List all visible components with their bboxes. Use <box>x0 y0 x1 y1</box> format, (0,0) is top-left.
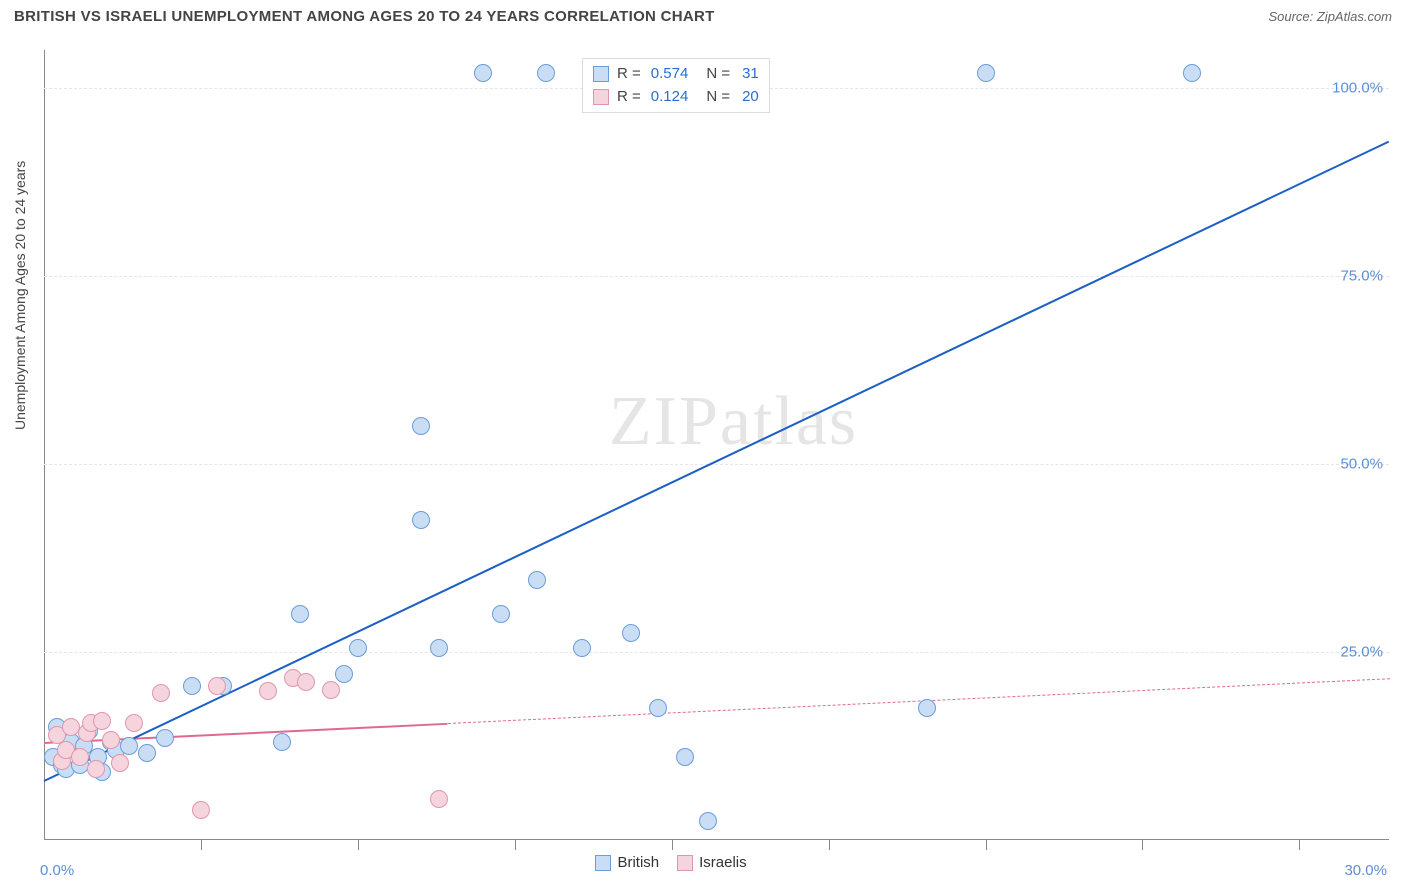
y-tick-label: 75.0% <box>1340 267 1383 284</box>
stats-legend-row: R = 0.574 N = 31 <box>593 63 759 86</box>
british-point <box>528 571 546 589</box>
british-point <box>573 639 591 657</box>
british-point <box>1183 64 1201 82</box>
israelis-point <box>208 677 226 695</box>
x-tick <box>829 840 830 850</box>
source-attribution: Source: ZipAtlas.com <box>1268 9 1392 24</box>
israelis-point <box>297 673 315 691</box>
israelis-point <box>71 748 89 766</box>
x-min-label: 0.0% <box>40 862 74 879</box>
x-tick <box>201 840 202 850</box>
r-value: 0.574 <box>651 63 689 86</box>
british-point <box>156 729 174 747</box>
british-point <box>183 677 201 695</box>
british-point <box>412 511 430 529</box>
legend-item: Israelis <box>677 854 747 871</box>
israelis-point <box>125 714 143 732</box>
x-tick <box>1142 840 1143 850</box>
x-tick <box>358 840 359 850</box>
y-axis-label: Unemployment Among Ages 20 to 24 years <box>12 161 28 430</box>
israelis-point <box>102 731 120 749</box>
stats-legend: R = 0.574 N = 31 R = 0.124 N = 20 <box>582 58 770 113</box>
british-point <box>335 665 353 683</box>
gridline <box>44 276 1389 277</box>
israelis-point <box>322 681 340 699</box>
british-point <box>349 639 367 657</box>
x-max-label: 30.0% <box>1344 862 1387 879</box>
british-point <box>430 639 448 657</box>
r-label: R = <box>617 86 641 109</box>
r-label: R = <box>617 63 641 86</box>
legend-swatch <box>593 89 609 105</box>
british-point <box>492 605 510 623</box>
series-legend: British Israelis <box>595 854 746 871</box>
stats-legend-row: R = 0.124 N = 20 <box>593 86 759 109</box>
israelis-point <box>111 754 129 772</box>
y-tick-label: 100.0% <box>1332 79 1383 96</box>
legend-swatch <box>595 855 611 871</box>
israelis-point <box>259 682 277 700</box>
y-tick-label: 25.0% <box>1340 643 1383 660</box>
y-tick-label: 50.0% <box>1340 455 1383 472</box>
n-label: N = <box>706 86 730 109</box>
x-tick <box>672 840 673 850</box>
watermark: ZIPatlas <box>609 382 858 462</box>
british-point <box>291 605 309 623</box>
legend-item: British <box>595 854 659 871</box>
r-value: 0.124 <box>651 86 689 109</box>
trend-line <box>44 140 1390 781</box>
x-tick <box>515 840 516 850</box>
british-point <box>537 64 555 82</box>
british-point <box>918 699 936 717</box>
israelis-point <box>192 801 210 819</box>
british-point <box>676 748 694 766</box>
british-point <box>699 812 717 830</box>
british-point <box>412 417 430 435</box>
british-point <box>977 64 995 82</box>
israelis-point <box>93 712 111 730</box>
legend-label: British <box>617 854 659 871</box>
british-point <box>649 699 667 717</box>
chart-title: BRITISH VS ISRAELI UNEMPLOYMENT AMONG AG… <box>14 8 715 25</box>
legend-swatch <box>593 66 609 82</box>
trend-line <box>447 678 1389 724</box>
british-point <box>622 624 640 642</box>
scatter-plot: 25.0% 50.0% 75.0% 100.0% ZIPatlas R = 0.574 N =… <box>44 50 1389 840</box>
n-label: N = <box>706 63 730 86</box>
x-tick <box>1299 840 1300 850</box>
israelis-point <box>430 790 448 808</box>
british-point <box>273 733 291 751</box>
british-point <box>138 744 156 762</box>
british-point <box>120 737 138 755</box>
legend-label: Israelis <box>699 854 747 871</box>
israelis-point <box>152 684 170 702</box>
british-point <box>474 64 492 82</box>
legend-swatch <box>677 855 693 871</box>
x-tick <box>986 840 987 850</box>
israelis-point <box>87 760 105 778</box>
n-value: 31 <box>742 63 759 86</box>
gridline <box>44 464 1389 465</box>
gridline <box>44 652 1389 653</box>
n-value: 20 <box>742 86 759 109</box>
